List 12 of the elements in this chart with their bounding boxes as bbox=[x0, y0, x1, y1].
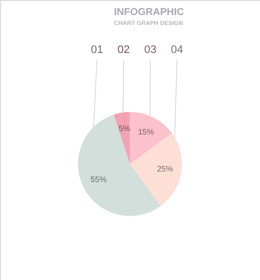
chart-title: INFOGRAPHIC bbox=[114, 7, 184, 18]
pie-slice bbox=[114, 112, 130, 164]
data-label: 25% bbox=[156, 164, 173, 174]
slice-label: 01 bbox=[90, 44, 104, 56]
data-label: 15% bbox=[138, 127, 154, 136]
slice-label: 03 bbox=[144, 44, 156, 56]
data-label: 5% bbox=[118, 124, 130, 134]
data-label: 55% bbox=[90, 175, 107, 184]
pie-slice bbox=[130, 133, 182, 206]
pie-slice bbox=[130, 112, 172, 164]
slice-label: 02 bbox=[118, 44, 130, 56]
slice-label: 04 bbox=[170, 44, 184, 56]
